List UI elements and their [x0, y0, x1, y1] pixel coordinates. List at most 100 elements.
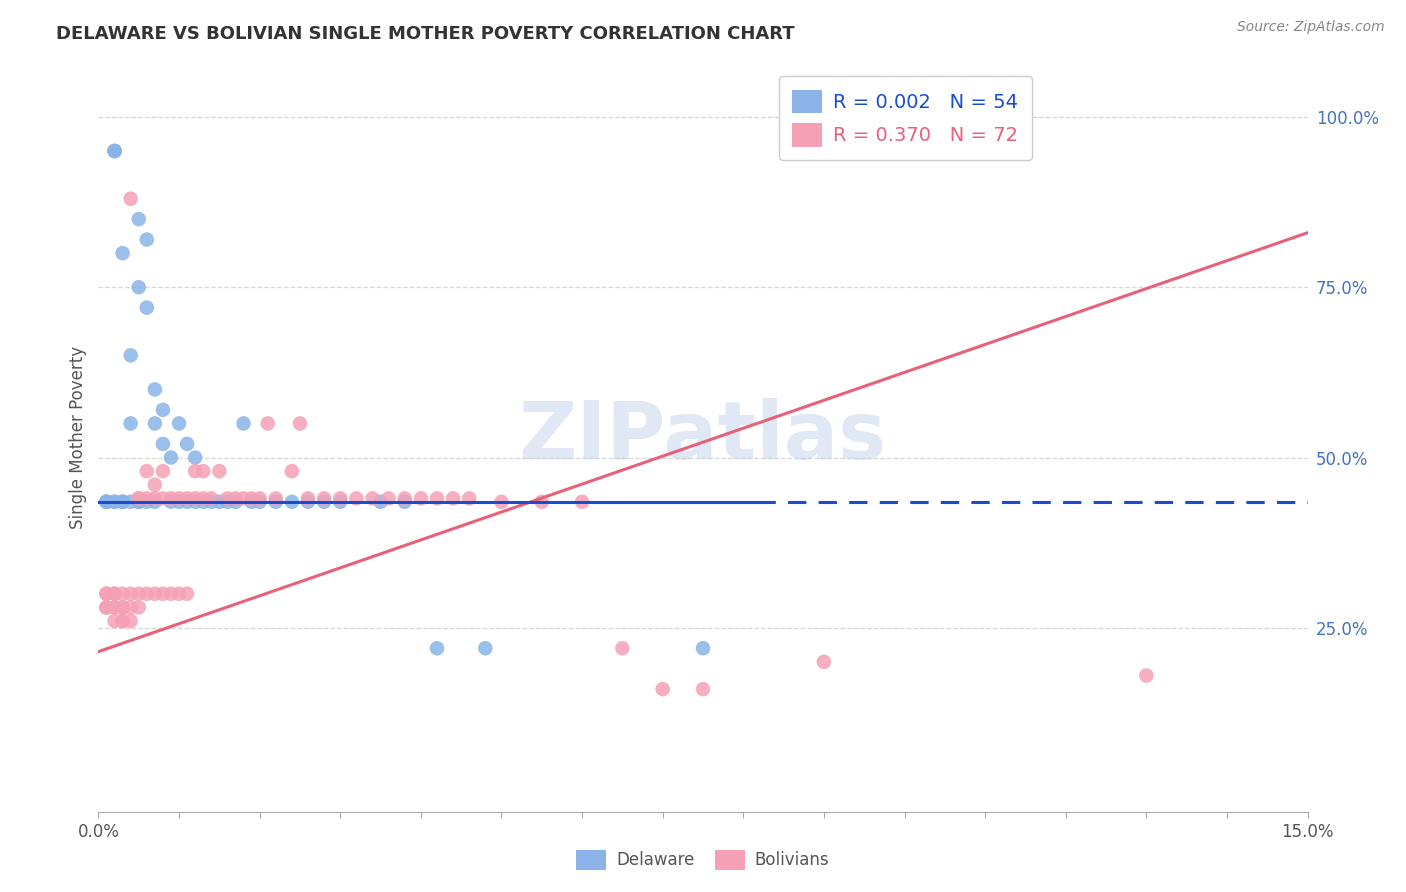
Point [281, 464, 304, 478]
Point [167, 495, 190, 509]
Point [103, 614, 125, 628]
Point [240, 495, 263, 509]
Point [135, 491, 157, 506]
Point [297, 491, 319, 506]
Point [96, 495, 118, 509]
Point [184, 450, 207, 465]
Legend: R = 0.002   N = 54, R = 0.370   N = 72: R = 0.002 N = 54, R = 0.370 N = 72 [779, 76, 1032, 161]
Point [571, 495, 593, 509]
Point [120, 192, 142, 206]
Point [103, 587, 125, 601]
Point [184, 464, 207, 478]
Point [96, 600, 118, 615]
Point [217, 491, 239, 506]
Point [143, 587, 166, 601]
Point [120, 587, 142, 601]
Point [96, 600, 118, 615]
Point [217, 495, 239, 509]
Point [103, 600, 125, 615]
Point [208, 495, 231, 509]
Point [111, 587, 134, 601]
Point [128, 491, 150, 506]
Point [264, 495, 287, 509]
Point [135, 301, 157, 315]
Point [111, 495, 134, 509]
Point [96, 495, 118, 509]
Point [103, 587, 125, 601]
Point [128, 212, 150, 227]
Point [96, 587, 118, 601]
Point [651, 682, 673, 697]
Point [344, 491, 367, 506]
Point [120, 348, 142, 362]
Point [193, 491, 215, 506]
Point [152, 464, 174, 478]
Point [143, 417, 166, 431]
Point [143, 383, 166, 397]
Point [394, 491, 416, 506]
Point [103, 144, 125, 158]
Point [167, 491, 190, 506]
Point [128, 495, 150, 509]
Point [128, 587, 150, 601]
Point [160, 450, 183, 465]
Point [176, 587, 198, 601]
Point [264, 491, 287, 506]
Point [135, 464, 157, 478]
Point [491, 495, 513, 509]
Point [281, 495, 304, 509]
Point [441, 491, 464, 506]
Point [193, 464, 215, 478]
Point [240, 491, 263, 506]
Text: Source: ZipAtlas.com: Source: ZipAtlas.com [1237, 20, 1385, 34]
Point [111, 495, 134, 509]
Point [120, 495, 142, 509]
Point [96, 495, 118, 509]
Point [184, 495, 207, 509]
Point [96, 587, 118, 601]
Point [103, 495, 125, 509]
Point [224, 495, 246, 509]
Point [329, 491, 352, 506]
Point [111, 600, 134, 615]
Y-axis label: Single Mother Poverty: Single Mother Poverty [69, 345, 87, 529]
Point [111, 614, 134, 628]
Point [612, 641, 634, 656]
Text: ZIPatlas: ZIPatlas [519, 398, 887, 476]
Point [361, 491, 384, 506]
Point [152, 491, 174, 506]
Point [297, 495, 319, 509]
Point [426, 641, 449, 656]
Point [111, 246, 134, 260]
Point [1135, 668, 1157, 682]
Point [314, 491, 336, 506]
Point [692, 682, 714, 697]
Point [152, 587, 174, 601]
Point [314, 495, 336, 509]
Point [135, 233, 157, 247]
Point [128, 491, 150, 506]
Point [224, 491, 246, 506]
Point [143, 477, 166, 491]
Point [692, 641, 714, 656]
Point [160, 495, 183, 509]
Point [120, 614, 142, 628]
Point [167, 587, 190, 601]
Point [232, 491, 254, 506]
Point [103, 144, 125, 158]
Point [135, 587, 157, 601]
Point [329, 495, 352, 509]
Point [160, 491, 183, 506]
Point [111, 614, 134, 628]
Point [128, 280, 150, 294]
Point [458, 491, 481, 506]
Point [135, 495, 157, 509]
Point [103, 600, 125, 615]
Point [208, 464, 231, 478]
Point [474, 641, 496, 656]
Point [530, 495, 553, 509]
Point [377, 491, 399, 506]
Point [143, 495, 166, 509]
Point [96, 600, 118, 615]
Point [200, 491, 222, 506]
